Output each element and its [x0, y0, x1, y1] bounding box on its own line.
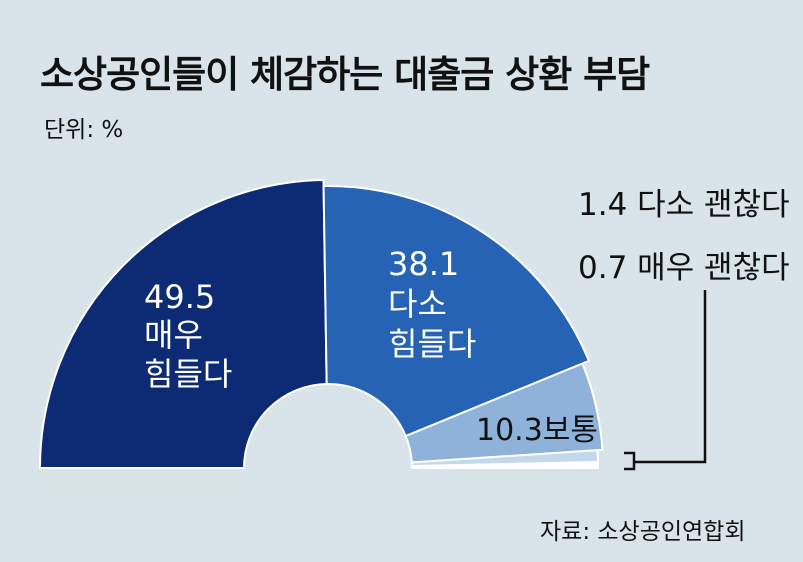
data-label-somewhat-hard-text: 힘들다	[388, 325, 476, 363]
slice-very-hard	[38, 179, 328, 469]
data-label-very-hard-text: 힘들다	[144, 355, 232, 393]
chart-title: 소상공인들이 체감하는 대출금 상환 부담	[40, 53, 650, 96]
data-label-somewhat-ok: 1.4 다소 괜찮다	[578, 187, 790, 223]
slice-somewhat-hard	[322, 185, 591, 438]
data-label-very-ok: 0.7 매우 괜찮다	[578, 250, 790, 286]
data-label-very-hard-value: 49.5	[144, 278, 215, 316]
slice-normal	[404, 362, 604, 464]
data-label-somewhat-hard-text: 다소	[388, 285, 447, 323]
unit-label: 단위: %	[44, 117, 124, 143]
slice-very-ok	[410, 461, 600, 469]
data-label-normal: 10.3보통	[476, 413, 598, 448]
data-label-very-hard-text: 매우	[144, 316, 203, 354]
source-note: 자료: 소상공인연합회	[540, 519, 746, 545]
callout-line	[624, 290, 707, 471]
data-label-somewhat-hard-value: 38.1	[388, 245, 459, 283]
